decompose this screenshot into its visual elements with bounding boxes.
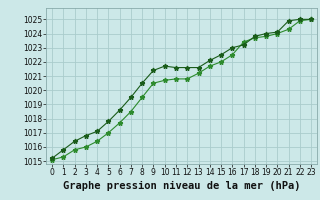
X-axis label: Graphe pression niveau de la mer (hPa): Graphe pression niveau de la mer (hPa) (63, 181, 300, 191)
